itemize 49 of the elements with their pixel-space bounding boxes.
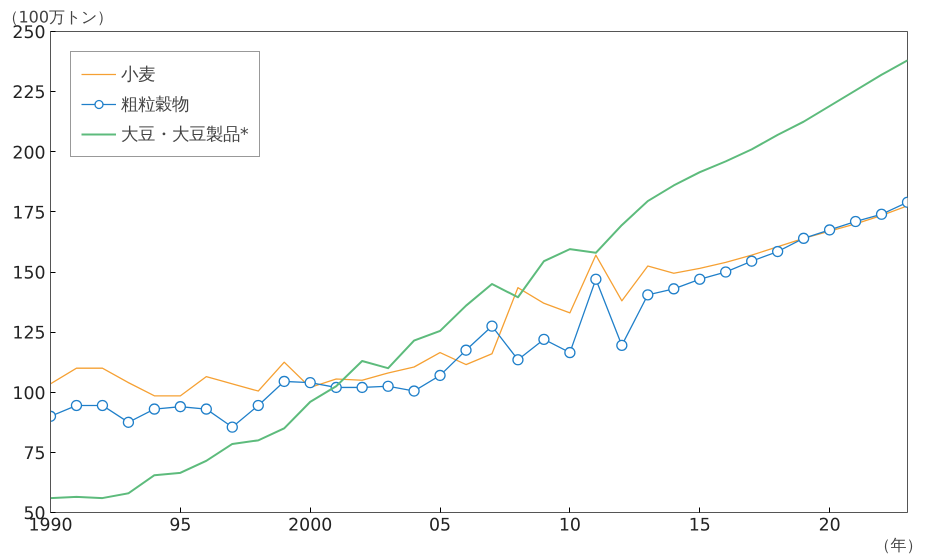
x-tick-label: 10 bbox=[558, 516, 581, 536]
y-tick-label: 75 bbox=[23, 444, 46, 464]
x-tick-label: 05 bbox=[429, 516, 452, 536]
point bbox=[486, 320, 498, 332]
x-tick-label: 20 bbox=[818, 516, 841, 536]
point bbox=[252, 400, 264, 412]
y-tick-label: 225 bbox=[12, 83, 46, 104]
point bbox=[278, 376, 290, 388]
y-tick-label: 150 bbox=[12, 264, 46, 284]
y-tick-label: 175 bbox=[12, 203, 46, 224]
point bbox=[850, 216, 862, 228]
point bbox=[538, 334, 550, 345]
x-axis-title: （年） bbox=[874, 536, 922, 554]
point bbox=[694, 274, 706, 285]
legend-label: 大豆・大豆製品* bbox=[121, 124, 249, 146]
point bbox=[720, 266, 732, 278]
point bbox=[174, 401, 186, 412]
legend-label: 小麦 bbox=[121, 64, 155, 86]
point bbox=[746, 256, 758, 267]
point bbox=[512, 354, 524, 366]
point bbox=[642, 289, 654, 300]
x-tick-label: 2000 bbox=[288, 516, 332, 536]
point bbox=[304, 376, 316, 388]
point bbox=[356, 382, 368, 394]
point bbox=[148, 403, 160, 415]
point bbox=[434, 370, 446, 382]
point bbox=[96, 400, 108, 412]
point bbox=[200, 403, 212, 415]
x-tick-label: 15 bbox=[688, 516, 711, 536]
point bbox=[564, 346, 576, 358]
point bbox=[382, 380, 394, 392]
point bbox=[798, 232, 810, 244]
point bbox=[590, 274, 602, 285]
y-tick-label: 100 bbox=[12, 384, 46, 404]
point bbox=[772, 246, 784, 258]
point bbox=[824, 224, 836, 236]
point bbox=[122, 416, 134, 428]
point bbox=[408, 385, 420, 397]
y-tick-label: 125 bbox=[12, 324, 46, 344]
point bbox=[70, 400, 82, 412]
point bbox=[460, 344, 472, 356]
x-tick-label: 95 bbox=[169, 516, 192, 536]
point bbox=[876, 208, 888, 220]
line-series bbox=[50, 59, 908, 500]
y-tick-label: 200 bbox=[12, 143, 46, 164]
point bbox=[616, 340, 628, 351]
legend-label: 粗粒穀物 bbox=[121, 94, 189, 116]
point bbox=[668, 283, 680, 294]
point bbox=[226, 421, 238, 433]
